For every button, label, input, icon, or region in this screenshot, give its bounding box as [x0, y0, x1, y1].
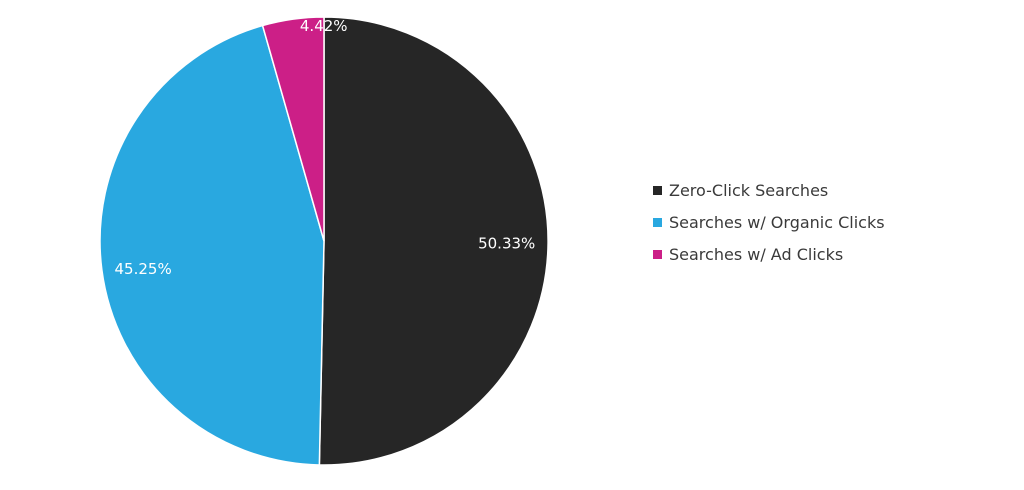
chart-legend: Zero-Click Searches Searches w/ Organic … [653, 174, 885, 270]
legend-item-zero-click: Zero-Click Searches [653, 174, 885, 206]
legend-swatch-ad-clicks [653, 249, 662, 259]
slice-label-organic-clicks: 45.25% [115, 260, 172, 278]
legend-label-ad-clicks: Searches w/ Ad Clicks [669, 244, 844, 264]
legend-label-zero-click: Zero-Click Searches [669, 180, 829, 200]
slice-ad-clicks [261, 16, 325, 242]
pie-slices [99, 16, 549, 466]
slice-organic-clicks [99, 24, 325, 466]
legend-item-ad-clicks: Searches w/ Ad Clicks [653, 238, 885, 270]
legend-swatch-organic-clicks [653, 217, 662, 227]
slice-zero-click [318, 16, 549, 466]
legend-item-organic-clicks: Searches w/ Organic Clicks [653, 206, 885, 238]
slice-label-ad-clicks: 4.42% [300, 17, 348, 35]
legend-swatch-zero-click [653, 185, 662, 195]
legend-label-organic-clicks: Searches w/ Organic Clicks [669, 212, 885, 232]
pie-data-labels: 50.33% 45.25% 4.42% [115, 17, 536, 278]
slice-label-zero-click: 50.33% [478, 234, 535, 252]
